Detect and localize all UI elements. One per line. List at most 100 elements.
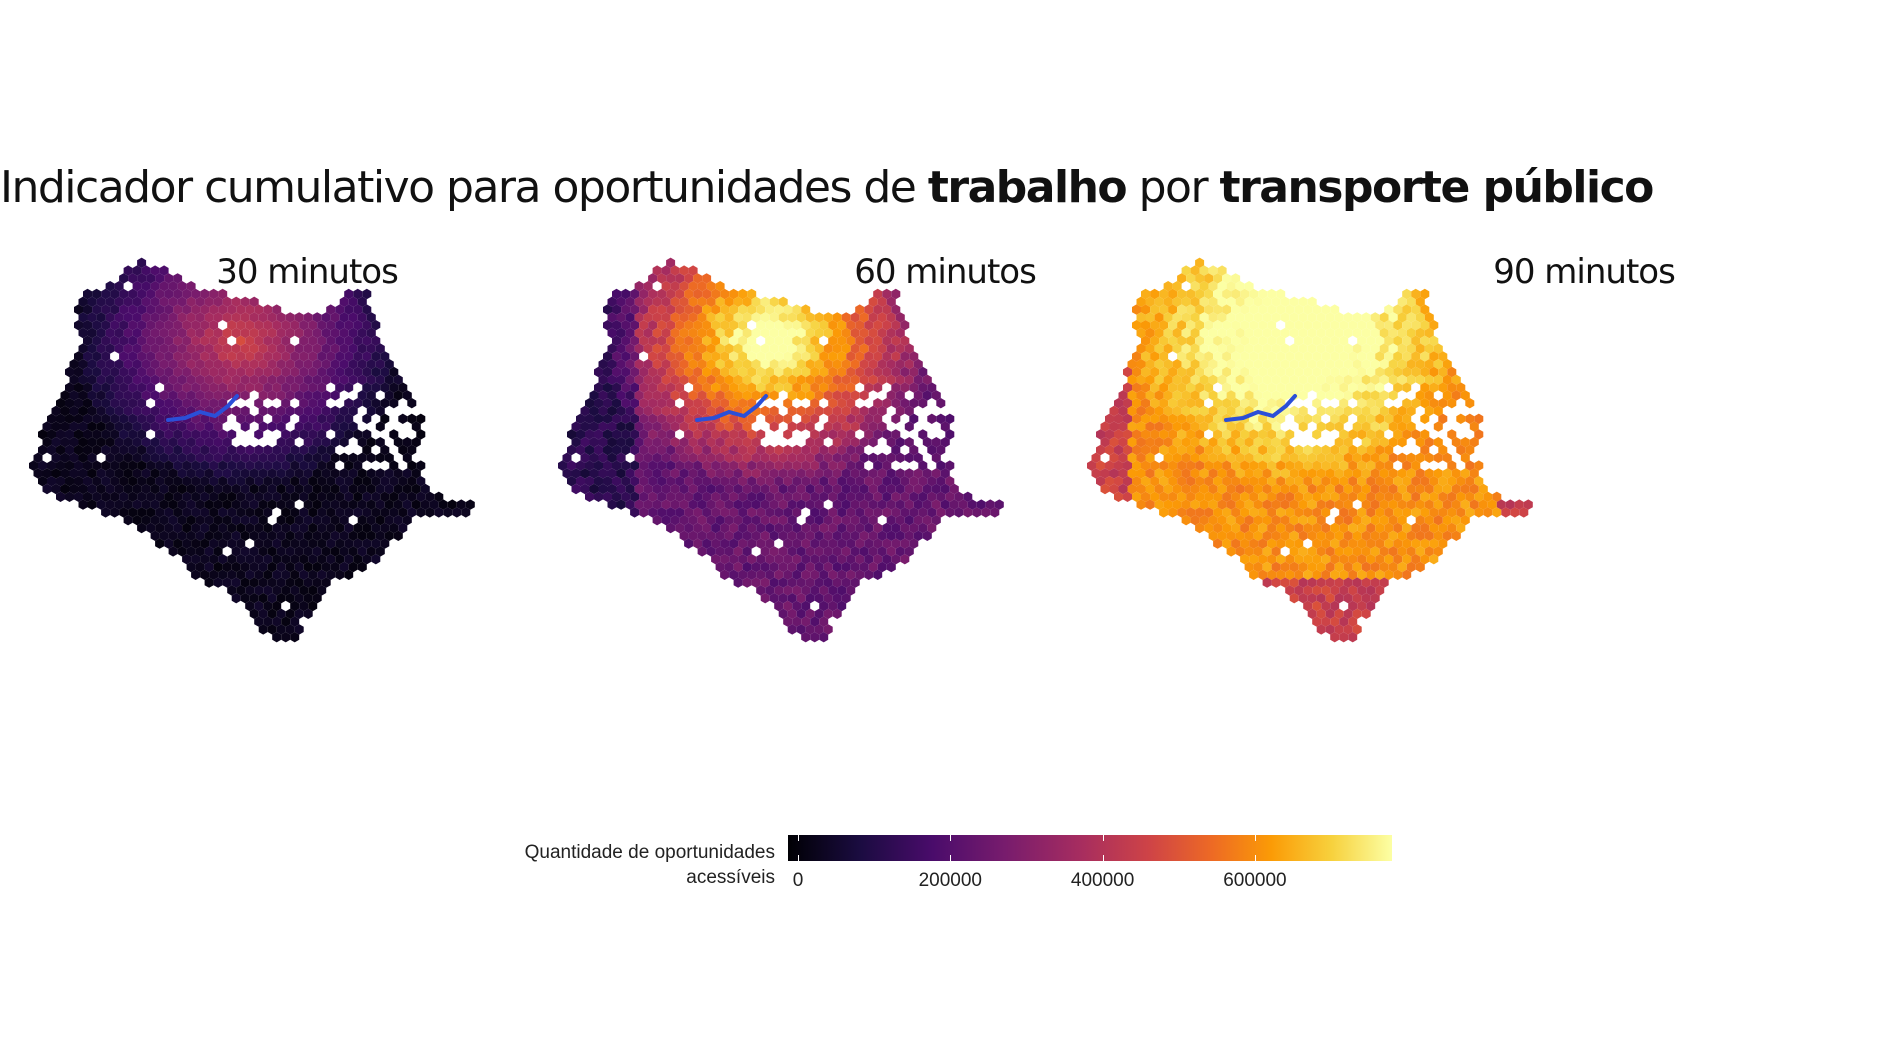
hex-cell xyxy=(634,421,644,432)
hex-cell xyxy=(684,491,694,502)
hex-cell xyxy=(1429,491,1439,502)
hex-cell xyxy=(168,468,178,479)
hex-cell xyxy=(1262,312,1272,323)
hex-cell xyxy=(344,476,354,487)
hex-cell xyxy=(1199,312,1209,323)
hex-cell xyxy=(209,335,219,346)
hex-cell xyxy=(1325,561,1335,573)
hex-cell xyxy=(1127,452,1137,463)
hex-cell xyxy=(254,476,264,487)
hex-cell xyxy=(1307,343,1317,354)
hex-cell xyxy=(218,522,228,534)
hex-cell xyxy=(339,374,349,385)
hex-cell xyxy=(976,499,986,510)
hex-cell xyxy=(886,312,896,323)
hex-cell xyxy=(729,444,739,456)
hex-cell xyxy=(1258,398,1268,409)
hex-cell xyxy=(123,327,133,339)
hex-cell xyxy=(805,452,815,463)
hex-cell xyxy=(603,444,612,456)
hex-cell xyxy=(1343,437,1353,448)
hex-cell xyxy=(720,491,730,502)
hex-cell xyxy=(357,499,367,510)
hex-cell xyxy=(891,538,901,549)
hex-cell xyxy=(249,327,259,339)
hex-cell xyxy=(1514,499,1524,510)
hex-cell xyxy=(1141,382,1151,393)
hex-cell xyxy=(348,359,358,370)
hex-cell xyxy=(191,288,201,300)
hex-cell xyxy=(1325,359,1335,370)
hex-cell xyxy=(1150,460,1160,471)
hex-cell xyxy=(240,483,250,495)
hex-cell xyxy=(1330,491,1340,502)
hex-cell xyxy=(1163,374,1173,385)
hex-cell xyxy=(1402,413,1412,424)
hex-cell xyxy=(1433,374,1443,385)
hex-cell xyxy=(1298,359,1308,370)
hex-cell xyxy=(177,437,187,448)
hex-cell xyxy=(200,460,210,471)
hex-cell xyxy=(1195,429,1205,440)
hex-cell xyxy=(693,538,703,549)
hex-cell xyxy=(616,468,626,479)
hex-cell xyxy=(375,374,385,385)
hex-cell xyxy=(150,265,160,276)
hex-cell xyxy=(245,444,255,456)
hex-cell xyxy=(783,507,793,518)
hex-cell xyxy=(105,483,115,495)
hex-cell xyxy=(1361,437,1371,448)
hex-cell xyxy=(1316,452,1326,463)
hex-cell xyxy=(299,507,309,518)
hex-cell xyxy=(675,491,685,502)
hex-cell xyxy=(864,304,874,315)
hex-cell xyxy=(643,327,653,339)
hex-cell xyxy=(317,320,327,331)
hex-cell xyxy=(1402,491,1412,502)
hex-cell xyxy=(891,507,901,518)
hex-cell xyxy=(1186,398,1196,409)
hex-cell xyxy=(729,320,739,331)
hex-cell xyxy=(1208,265,1218,276)
hex-cell xyxy=(362,382,372,393)
hex-cell xyxy=(285,593,295,604)
hex-cell xyxy=(1348,522,1358,534)
hex-cell xyxy=(263,335,273,346)
hex-cell xyxy=(51,452,61,463)
hex-cell xyxy=(594,460,603,471)
hex-cell xyxy=(164,366,174,378)
hex-cell xyxy=(652,421,662,432)
hex-cell xyxy=(711,382,721,393)
hex-cell xyxy=(321,468,331,479)
hex-cell xyxy=(846,335,856,346)
hex-cell xyxy=(679,281,689,292)
hex-cell xyxy=(1343,530,1353,541)
hex-cell xyxy=(607,483,617,495)
hex-cell xyxy=(312,546,322,557)
hex-cell xyxy=(1217,452,1227,463)
hex-cell xyxy=(760,359,770,370)
hex-cell xyxy=(1352,390,1362,401)
hex-cell xyxy=(1280,577,1290,588)
hex-cell xyxy=(1289,327,1299,339)
hex-cell xyxy=(715,390,725,401)
hex-cell xyxy=(756,304,766,315)
hex-cell xyxy=(1334,343,1344,354)
hex-cell xyxy=(904,359,914,370)
hex-cell xyxy=(173,398,183,409)
hex-cell xyxy=(69,359,79,370)
hex-cell xyxy=(1163,405,1173,417)
hex-cell xyxy=(1100,421,1110,432)
hex-cell xyxy=(137,522,147,534)
hex-cell xyxy=(742,437,752,448)
hex-cell xyxy=(281,444,291,456)
hex-cell xyxy=(1262,390,1272,401)
hex-cell xyxy=(339,343,349,354)
hex-cell xyxy=(1253,296,1263,307)
hex-cell xyxy=(1307,327,1317,339)
hex-cell xyxy=(186,421,196,432)
hex-cell xyxy=(1312,398,1322,409)
hex-cell xyxy=(1231,304,1241,315)
hex-cell xyxy=(177,530,187,541)
hex-cell xyxy=(393,530,403,541)
